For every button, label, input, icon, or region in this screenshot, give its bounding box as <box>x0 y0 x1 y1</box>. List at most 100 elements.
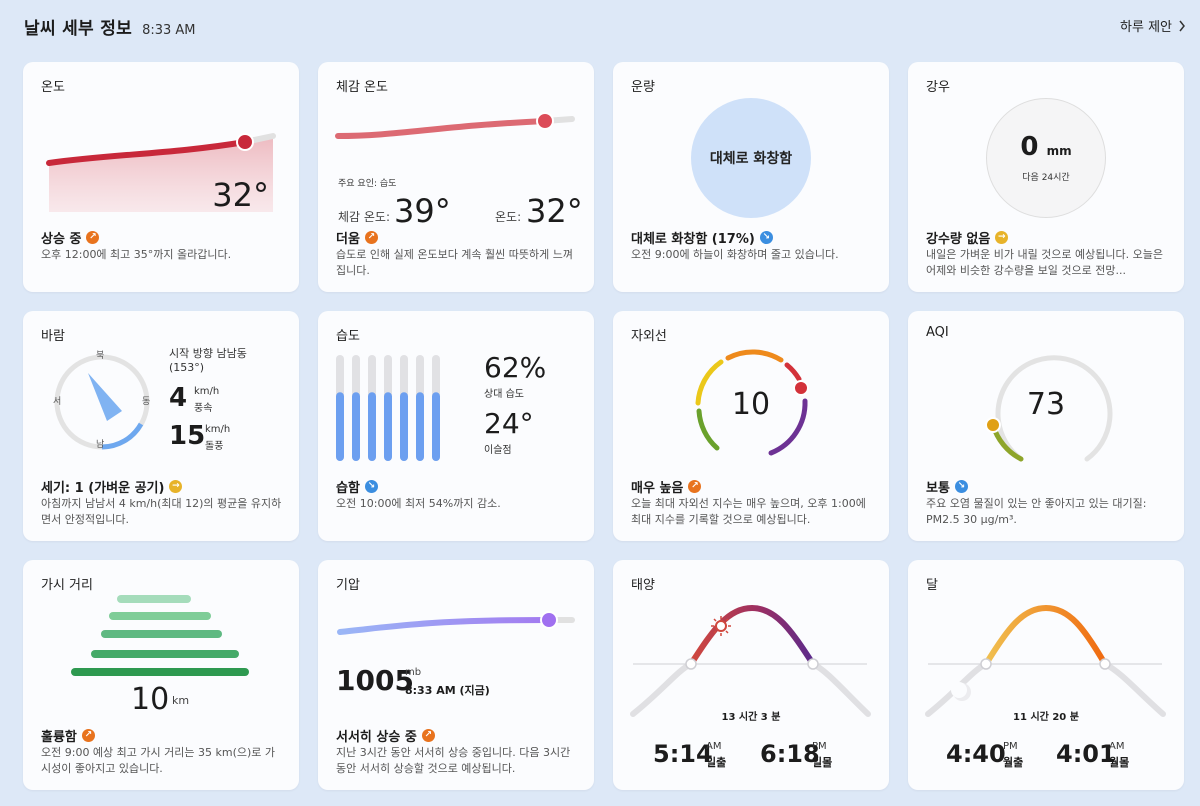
feels-like-slider-graphic <box>335 112 575 139</box>
card-title: 바람 <box>41 329 65 344</box>
aqi-value: 73 <box>1026 387 1066 422</box>
cloud-cover-card[interactable]: 운량 대체로 화창함 대체로 화창함 (17%) ↘ 오전 9:00에 하늘이 화… <box>613 62 889 292</box>
wind-card[interactable]: 바람 북 서 동 남 시작 방향 남남동 (153°) 4 km/h 풍속 15… <box>23 311 299 541</box>
status-row: 강수량 없음 → <box>926 228 1009 247</box>
wind-degrees: (153°) <box>169 361 205 374</box>
moon-card[interactable]: 달 11 시간 20 분 4:40 PM 월출 4:01 AM 월몰 <box>908 560 1184 790</box>
card-title: 달 <box>926 578 938 593</box>
page-title: 날씨 세부 정보 <box>24 19 133 39</box>
wind-speed-unit: km/h <box>194 386 220 397</box>
sunrise-label: 일출 <box>706 756 727 769</box>
moon-path-graphic <box>925 604 1166 717</box>
status-row: 매우 높음 ↗ <box>631 477 702 496</box>
status-text: 세기: 1 (가벼운 공기) <box>41 481 165 496</box>
daily-suggestion-link[interactable]: 하루 제안 <box>1120 16 1186 35</box>
daylight-duration: 13 시간 3 분 <box>721 712 781 723</box>
status-row: 상승 중 ↗ <box>41 228 100 247</box>
wind-gust-label: 돌풍 <box>205 441 224 452</box>
status-text: 습함 <box>336 481 360 496</box>
status-row: 더움 ↗ <box>336 228 378 247</box>
wind-compass-graphic <box>54 354 150 450</box>
sunset-time: 6:18 <box>760 740 820 768</box>
temperature-value: 32° <box>212 176 269 214</box>
rain-period: 다음 24시간 <box>1022 173 1070 183</box>
card-title: 태양 <box>631 578 655 593</box>
dew-point-value: 24° <box>484 407 534 440</box>
compass-west: 서 <box>53 397 62 407</box>
compass-east: 동 <box>142 397 151 407</box>
moonset-ampm: AM <box>1109 741 1125 752</box>
sun-card[interactable]: 태양 13 시간 3 분 5:14 AM 일출 6:18 PM 일몰 <box>613 560 889 790</box>
visibility-card[interactable]: 가시 거리 10 km 훌륭함 ↗ 오전 9:00 예상 최고 가시 거리는 35… <box>23 560 299 790</box>
relative-humidity-value: 62% <box>484 351 547 384</box>
relative-humidity-label: 상대 습도 <box>484 389 524 400</box>
status-text: 서서히 상승 중 <box>336 730 417 745</box>
pressure-card[interactable]: 기압 1005 mb 8:33 AM (지금) 서서히 상승 중 ↗ 지난 3시간… <box>318 560 594 790</box>
status-row: 습함 ↘ <box>336 477 378 496</box>
humidity-card[interactable]: 습도 62% 상대 습도 24° 이슬점 습함 ↘ 오전 10:00에 최저 54… <box>318 311 594 541</box>
card-description: 지난 3시간 동안 서서히 상승 중입니다. 다음 3시간 동안 서서히 상승할… <box>336 746 571 775</box>
status-text: 훌륭함 <box>41 730 77 745</box>
feels-value: 39° <box>394 192 451 230</box>
status-text: 대체로 화창함 (17%) <box>631 232 755 247</box>
card-title: 습도 <box>336 329 360 344</box>
aqi-card[interactable]: AQI 73 보통 ↘ 주요 오염 물질이 있는 안 좋아지고 있는 대기질: P… <box>908 311 1184 541</box>
cloud-circle-text: 대체로 화창함 <box>709 151 793 167</box>
moonlight-duration: 11 시간 20 분 <box>1013 712 1079 723</box>
wind-speed-label: 풍속 <box>194 403 213 414</box>
status-row: 서서히 상승 중 ↗ <box>336 726 435 745</box>
status-text: 상승 중 <box>41 232 82 247</box>
aqi-gauge-graphic <box>985 355 1113 462</box>
card-title: 체감 온도 <box>336 80 388 95</box>
trend-down-icon: ↘ <box>364 480 378 493</box>
precipitation-card[interactable]: 강우 0 mm 다음 24시간 강수량 없음 → 내일은 가벼운 비가 내릴 것으… <box>908 62 1184 292</box>
trend-up-icon: ↗ <box>364 231 378 244</box>
wind-direction: 시작 방향 남남동 <box>169 347 247 360</box>
trend-up-icon: ↗ <box>421 729 435 742</box>
temp-value: 32° <box>526 192 583 230</box>
card-description: 오늘 최대 자외선 지수는 매우 높으며, 오후 1:00에 최대 지수를 기록… <box>631 497 866 526</box>
status-row: 보통 ↘ <box>926 477 968 496</box>
uv-value: 10 <box>731 387 771 422</box>
trend-up-icon: ↗ <box>688 480 702 493</box>
current-time: 8:33 AM <box>142 23 196 38</box>
sunset-label: 일몰 <box>812 756 833 769</box>
rain-amount: 0 mm <box>986 132 1106 162</box>
status-text: 보통 <box>926 481 950 496</box>
card-title: 강우 <box>926 80 950 95</box>
feels-label: 체감 온도: <box>338 210 391 224</box>
page-header: 날씨 세부 정보 8:33 AM <box>24 14 196 42</box>
moonrise-label: 월출 <box>1003 756 1024 769</box>
compass-south: 남 <box>96 440 105 450</box>
wind-gust-unit: km/h <box>205 424 231 435</box>
rain-circle <box>986 98 1106 218</box>
status-row: 훌륭함 ↗ <box>41 726 95 745</box>
card-description: 주요 오염 물질이 있는 안 좋아지고 있는 대기질: PM2.5 30 μg/… <box>926 497 1147 526</box>
temp-label: 온도: <box>495 210 522 224</box>
visibility-value: 10 <box>131 682 170 717</box>
uv-gauge-graphic <box>695 349 809 456</box>
status-row: 세기: 1 (가벼운 공기) → <box>41 477 183 496</box>
pressure-slider-graphic <box>337 611 575 635</box>
trend-up-icon: ↗ <box>86 231 100 244</box>
visibility-bars-graphic <box>71 595 249 676</box>
moonset-time: 4:01 <box>1056 740 1116 768</box>
sunrise-ampm: AM <box>706 741 722 752</box>
feels-like-card[interactable]: 체감 온도 주요 요인: 습도 체감 온도: 39° 온도: 32° 더움 ↗ 습… <box>318 62 594 292</box>
status-text: 강수량 없음 <box>926 232 991 247</box>
temperature-card[interactable]: 온도 32° 상승 중 ↗ 오후 12:00에 최고 35°까지 올라갑니다. <box>23 62 299 292</box>
sunset-ampm: PM <box>812 741 827 752</box>
moonrise-ampm: PM <box>1003 741 1018 752</box>
card-title: 가시 거리 <box>41 578 93 593</box>
dew-point-label: 이슬점 <box>484 445 512 456</box>
trend-down-icon: ↘ <box>759 231 773 244</box>
sunrise-time: 5:14 <box>653 740 713 768</box>
card-description: 오전 10:00에 최저 54%까지 감소. <box>336 497 501 510</box>
trend-up-icon: ↗ <box>81 729 95 742</box>
humidity-bars-graphic <box>336 355 440 461</box>
daily-suggestion-label: 하루 제안 <box>1120 20 1172 35</box>
status-row: 대체로 화창함 (17%) ↘ <box>631 228 773 247</box>
status-text: 더움 <box>336 232 360 247</box>
card-description: 내일은 가벼운 비가 내릴 것으로 예상됩니다. 오늘은 어제와 비슷한 강수량… <box>926 248 1163 277</box>
uv-card[interactable]: 자외선 10 매우 높음 ↗ 오늘 최대 자외선 지수는 매우 높으며, 오후 1… <box>613 311 889 541</box>
